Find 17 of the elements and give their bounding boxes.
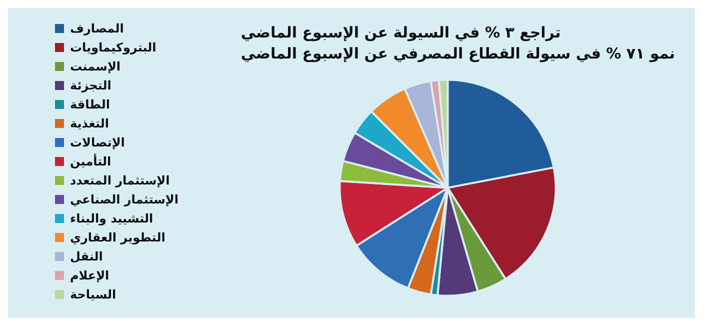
legend-label: الإتصالات xyxy=(70,136,125,150)
legend-label: الإعلام xyxy=(70,268,110,282)
legend-label: التجزئة xyxy=(70,78,112,92)
legend-label: الطاقة xyxy=(70,98,110,112)
chart-title: تراجع ٣ % في السيولة عن الإسبوع الماضي xyxy=(240,24,561,42)
legend-label: البتروكيماويات xyxy=(70,40,156,54)
legend-label: التأمين xyxy=(70,154,112,168)
legend-label: الإسمنت xyxy=(70,60,120,74)
legend-label: التشييد والبناء xyxy=(70,212,154,226)
text: نمو ٧١ % في سيولة القطاع المصرفي عن الإسبوع الماضي xyxy=(240,44,676,62)
legend-label: النقل xyxy=(70,250,103,264)
legend-label: المصارف xyxy=(70,22,124,36)
legend-label: التطوير العقاري xyxy=(70,230,166,244)
legend-label: الإستثمار الصناعي xyxy=(70,192,178,206)
legend-label: السياحة xyxy=(70,288,116,302)
legend-label: التغذية xyxy=(70,116,110,130)
legend-label: الإستثمار المتعدد xyxy=(70,174,170,188)
